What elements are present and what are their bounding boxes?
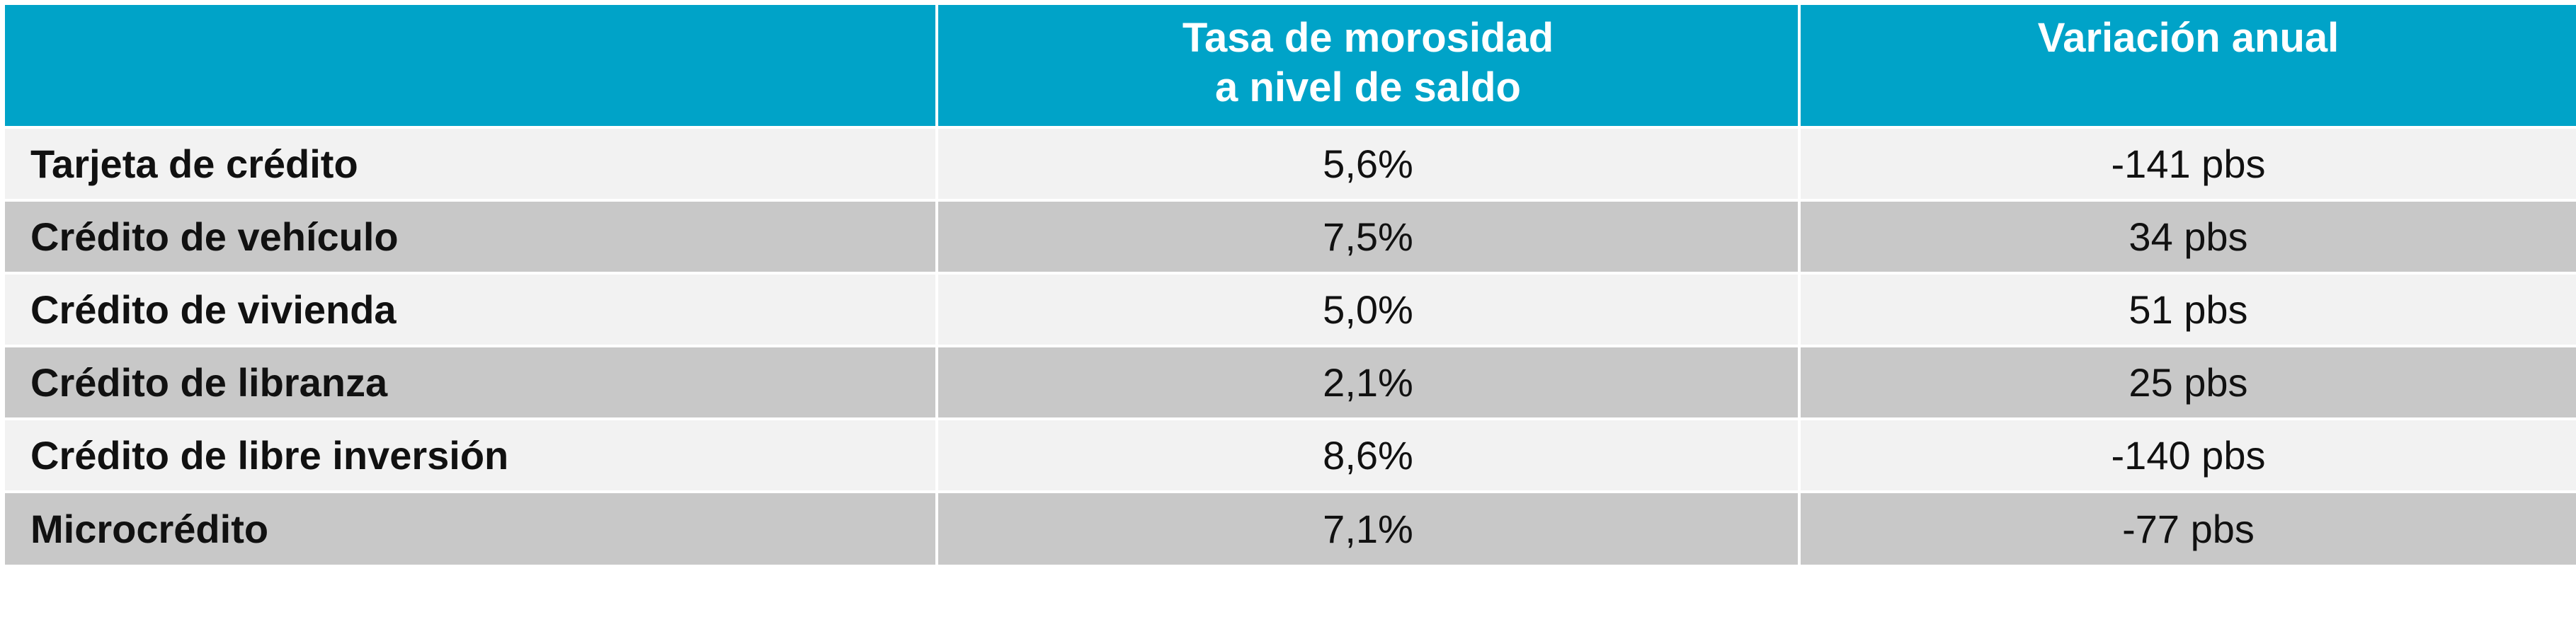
row-rate: 7,1% [937, 492, 1801, 565]
header-delinquency-rate: Tasa de morosidad a nivel de saldo [937, 5, 1801, 129]
table-row: Crédito de libre inversión 8,6% -140 pbs [5, 419, 2576, 493]
row-label: Crédito de vivienda [5, 273, 938, 347]
row-rate: 7,5% [937, 200, 1801, 275]
row-rate: 5,0% [937, 273, 1801, 347]
row-label: Crédito de libre inversión [5, 419, 938, 493]
row-label: Tarjeta de crédito [5, 127, 938, 202]
row-change: 25 pbs [1799, 346, 2576, 420]
header-annual-change-label: Variación anual [2037, 15, 2340, 61]
row-rate: 5,6% [937, 127, 1801, 202]
header-empty-cell [5, 5, 938, 129]
row-change: 34 pbs [1799, 200, 2576, 275]
table-row: Tarjeta de crédito 5,6% -141 pbs [5, 127, 2576, 202]
header-row: Tasa de morosidad a nivel de saldo Varia… [5, 5, 2576, 129]
header-annual-change: Variación anual [1799, 5, 2576, 129]
row-label: Crédito de vehículo [5, 200, 938, 275]
header-delinquency-rate-label: Tasa de morosidad a nivel de saldo [1182, 15, 1554, 110]
delinquency-table-container: Tasa de morosidad a nivel de saldo Varia… [5, 5, 2576, 565]
row-rate: 8,6% [937, 419, 1801, 493]
row-label: Microcrédito [5, 492, 938, 565]
row-change: 51 pbs [1799, 273, 2576, 347]
row-change: -141 pbs [1799, 127, 2576, 202]
row-label: Crédito de libranza [5, 346, 938, 420]
table-row: Crédito de vivienda 5,0% 51 pbs [5, 273, 2576, 347]
table-row: Microcrédito 7,1% -77 pbs [5, 492, 2576, 565]
row-change: -140 pbs [1799, 419, 2576, 493]
row-change: -77 pbs [1799, 492, 2576, 565]
table-row: Crédito de vehículo 7,5% 34 pbs [5, 200, 2576, 275]
table-row: Crédito de libranza 2,1% 25 pbs [5, 346, 2576, 420]
table-header: Tasa de morosidad a nivel de saldo Varia… [5, 5, 2576, 129]
table-body: Tarjeta de crédito 5,6% -141 pbs Crédito… [5, 127, 2576, 565]
delinquency-table: Tasa de morosidad a nivel de saldo Varia… [5, 5, 2576, 565]
row-rate: 2,1% [937, 346, 1801, 420]
